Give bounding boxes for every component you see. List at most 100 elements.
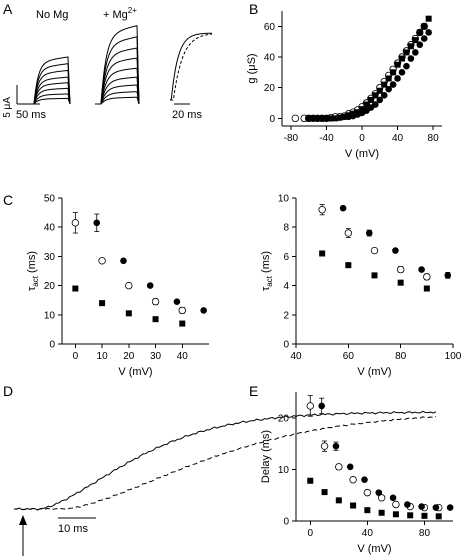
label-plus-mg-superscript: 2+ — [128, 6, 137, 15]
current-trace — [95, 84, 140, 105]
point-filled-square — [407, 512, 414, 519]
normalized-trace-plus-mg — [170, 33, 213, 101]
x-tick-label: 40 — [362, 528, 374, 539]
panel-letter-b: B — [249, 1, 258, 17]
point-filled-circle — [332, 442, 340, 450]
point-filled-circle — [361, 476, 368, 484]
y-axis-label-main: τ — [26, 286, 38, 291]
point-filled-circle — [418, 266, 425, 273]
point-open-circle — [98, 257, 106, 265]
y-tick-label: 20 — [264, 83, 276, 94]
y-tick-label: 10 — [278, 194, 290, 205]
point-filled-square — [381, 81, 388, 88]
panel-letter-c: C — [3, 192, 13, 208]
current-trace — [95, 25, 140, 105]
point-filled-circle — [389, 81, 397, 88]
point-filled-square — [99, 300, 106, 307]
point-open-circle — [178, 306, 186, 315]
point-filled-square — [416, 29, 423, 36]
x-tick-label: 40 — [177, 351, 189, 362]
y-axis-label-sub: act — [265, 275, 274, 286]
current-trace — [95, 57, 140, 105]
point-filled-square — [335, 497, 342, 504]
y-tick-label: 0 — [49, 340, 55, 351]
label-plus-mg-text: + Mg — [103, 9, 128, 21]
current-trace — [28, 93, 71, 105]
x-tick-label: 10 — [97, 351, 109, 362]
point-open-circle — [392, 500, 400, 509]
current-trace — [95, 96, 140, 105]
traces-delay — [13, 410, 437, 511]
y-axis-label-unit: (ms) — [260, 251, 272, 276]
point-filled-circle — [432, 504, 440, 511]
point-filled-square — [385, 75, 392, 82]
point-filled-circle — [420, 35, 428, 42]
point-filled-square — [390, 69, 397, 76]
x-axis-label: V (mV) — [357, 366, 391, 378]
point-filled-square — [310, 115, 317, 122]
panel-letter-a: A — [3, 1, 13, 17]
point-open-circle — [396, 265, 405, 274]
y-tick-label: 8 — [283, 223, 289, 234]
current-trace — [95, 36, 140, 105]
y-tick-label: 10 — [44, 310, 56, 321]
y-axis-label-main: τ — [260, 286, 272, 291]
x-axis-label: V (mV) — [345, 148, 379, 160]
current-trace — [28, 76, 71, 105]
point-filled-square — [314, 115, 321, 122]
stimulus-arrow-icon — [19, 515, 27, 556]
point-filled-square — [421, 23, 428, 30]
chart-b: -80 -40 0 40 80 0 20 40 60 V (mV) g (μS) — [246, 11, 442, 160]
point-open-circle — [335, 463, 343, 471]
point-filled-square — [397, 279, 404, 286]
x-tick-label: -80 — [284, 133, 299, 144]
x-tick-label: 0 — [73, 351, 79, 362]
point-filled-square — [407, 43, 414, 50]
point-open-circle — [151, 297, 160, 306]
point-filled-circle — [404, 501, 411, 508]
normalized-trace-no-mg — [170, 32, 212, 101]
chart-c-right: 40 60 80 100 0 2 4 6 8 10 V (mV) τact (ms) — [260, 194, 462, 379]
point-filled-square — [367, 96, 374, 103]
y-tick-label: 40 — [264, 53, 276, 64]
point-open-circle — [377, 494, 386, 502]
x-tick-label: 20 — [123, 351, 135, 362]
x-tick-label: 30 — [150, 351, 162, 362]
point-filled-circle — [346, 463, 354, 471]
point-filled-circle — [425, 29, 432, 36]
y-tick-label: 0 — [283, 340, 289, 351]
delay-trace-no-mg — [13, 410, 437, 511]
point-filled-square — [364, 507, 371, 514]
y-tick-label: 40 — [44, 223, 56, 234]
scale-label-current: 5 μA — [2, 97, 13, 118]
point-filled-square — [403, 49, 410, 56]
x-tick-label: 40 — [290, 351, 302, 362]
x-axis-label: V (mV) — [118, 366, 152, 378]
point-filled-square — [359, 106, 365, 113]
point-filled-square — [319, 115, 325, 122]
point-filled-circle — [392, 247, 399, 254]
y-tick-label: 0 — [269, 114, 275, 125]
y-tick-label: 6 — [283, 252, 289, 263]
point-filled-square — [376, 87, 383, 94]
point-filled-square — [363, 101, 370, 108]
current-trace — [95, 76, 140, 105]
point-filled-square — [336, 114, 343, 121]
point-filled-square — [425, 15, 432, 22]
point-filled-circle — [394, 75, 401, 82]
point-filled-square — [305, 115, 312, 122]
x-tick-label: 80 — [395, 351, 407, 362]
x-tick-label: 80 — [428, 133, 440, 144]
point-filled-circle — [339, 204, 347, 212]
point-filled-square — [350, 110, 357, 117]
point-open-circle — [306, 402, 314, 410]
point-open-circle — [71, 219, 80, 227]
x-tick-label: 0 — [307, 528, 313, 539]
point-filled-square — [341, 113, 348, 120]
current-trace — [28, 63, 71, 105]
scale-label-time-2: 20 ms — [172, 109, 202, 121]
scale-label-time-1: 50 ms — [16, 109, 46, 121]
point-filled-circle — [398, 69, 406, 76]
point-filled-square — [345, 112, 352, 119]
point-open-circle — [291, 114, 300, 123]
